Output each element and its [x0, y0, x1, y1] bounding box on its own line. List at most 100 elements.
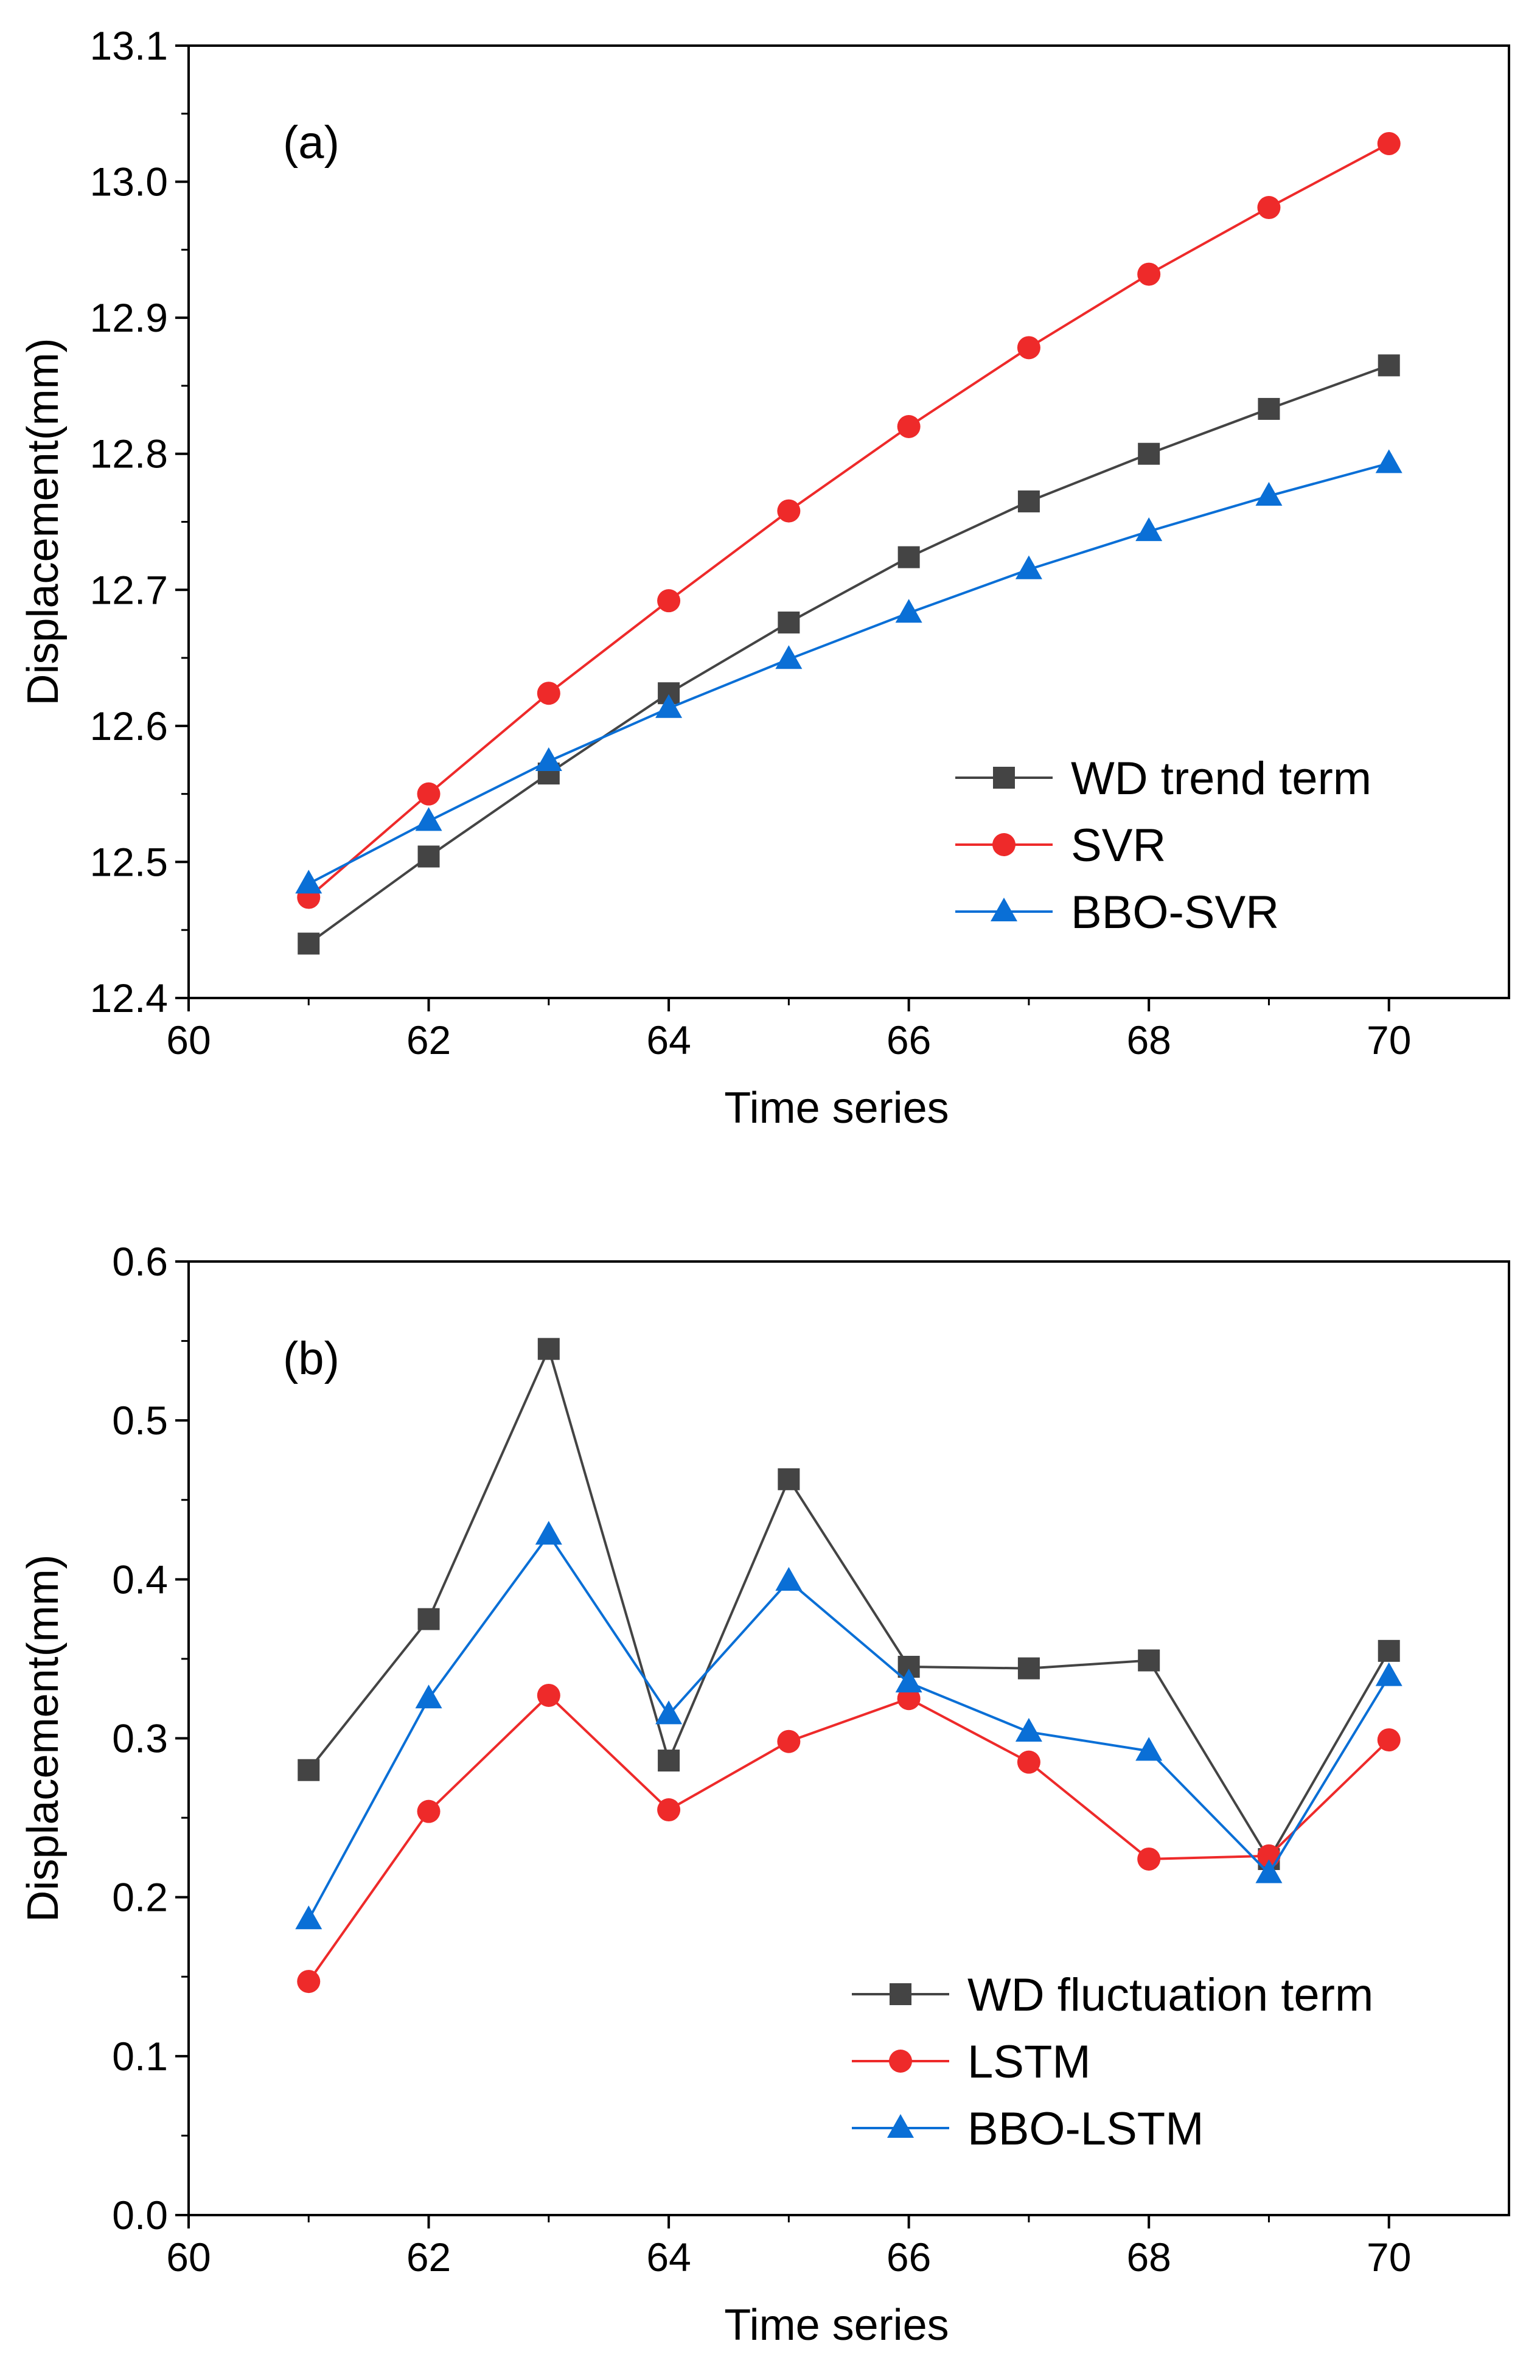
- y-tick-label-a-2: 12.6: [90, 703, 168, 749]
- data-point-b-1-6: [1017, 1750, 1040, 1774]
- x-tick-label-a-3: 66: [887, 1017, 931, 1063]
- legend-item-b-1: LSTM: [852, 2036, 1091, 2088]
- data-point-a-0-6: [1017, 490, 1040, 512]
- y-tick-label-a-5: 12.9: [90, 295, 168, 340]
- legend-item-a-2: BBO-SVR: [955, 887, 1279, 938]
- x-tick-label-a-1: 62: [406, 1017, 451, 1063]
- data-point-a-1-2: [537, 682, 560, 705]
- data-point-b-1-2: [537, 1683, 560, 1707]
- data-point-a-0-8: [1258, 397, 1280, 420]
- legend-marker-b-0: [890, 1983, 911, 2005]
- data-point-b-2-4: [775, 1566, 803, 1591]
- y-axis-title-b: Displacement(mm): [19, 1554, 68, 1922]
- legend-item-b-0: WD fluctuation term: [852, 1969, 1373, 2021]
- data-point-b-2-7: [1135, 1737, 1163, 1761]
- series-line-b-0: [307, 1345, 1390, 1862]
- panel-label-b: (b): [283, 1333, 340, 1384]
- data-point-a-1-1: [417, 782, 441, 806]
- data-point-b-1-7: [1137, 1847, 1161, 1871]
- legend-marker-a-0: [993, 767, 1015, 789]
- legend-label-a-1: SVR: [1071, 820, 1166, 871]
- data-point-a-0-7: [1138, 442, 1160, 465]
- data-point-a-0-0: [298, 932, 320, 955]
- y-tick-label-b-4: 0.4: [112, 1557, 168, 1602]
- legend-marker-b-2: [887, 2114, 914, 2138]
- series-line-a-0: [308, 364, 1390, 945]
- data-point-a-0-9: [1378, 354, 1400, 377]
- y-tick-label-b-5: 0.5: [112, 1398, 168, 1443]
- data-point-b-1-5: [897, 1687, 921, 1711]
- y-tick-label-b-3: 0.3: [112, 1716, 168, 1761]
- data-point-a-2-4: [775, 645, 803, 669]
- y-tick-label-a-0: 12.4: [90, 975, 168, 1021]
- y-tick-label-a-7: 13.1: [90, 23, 168, 68]
- data-point-b-0-2: [537, 1338, 560, 1360]
- data-point-b-0-6: [1017, 1657, 1040, 1680]
- chart-panel-a: 60 62 64 66 68 70 12.4 12.5 12.6 12.7 12.8 12.9 13.0…: [19, 23, 1510, 1132]
- data-point-a-2-0: [295, 870, 322, 894]
- data-point-a-1-8: [1257, 196, 1281, 220]
- legend-marker-b-1: [889, 2050, 912, 2073]
- series-a-0: [298, 354, 1400, 955]
- x-tick-label-b-4: 68: [1126, 2235, 1171, 2280]
- x-tick-label-b-5: 70: [1367, 2235, 1411, 2280]
- data-point-b-2-0: [295, 1905, 322, 1930]
- data-point-b-1-0: [297, 1970, 321, 1994]
- chart-panel-b: 60 62 64 66 68 70 0.0 0.1 0.2 0.3 0.4 0.5 0.6 (b) Ti…: [19, 1239, 1510, 2350]
- data-point-a-1-9: [1377, 131, 1401, 155]
- x-tick-label-b-1: 62: [406, 2235, 451, 2280]
- legend-b: WD fluctuation term LSTM BBO-LSTM: [852, 1969, 1373, 2155]
- x-tick-label-a-4: 68: [1126, 1017, 1171, 1063]
- x-tick-label-a-0: 60: [166, 1017, 211, 1063]
- data-point-a-2-7: [1135, 517, 1163, 542]
- data-point-b-2-6: [1015, 1718, 1042, 1742]
- data-point-a-2-8: [1255, 482, 1283, 506]
- data-point-b-0-4: [778, 1468, 800, 1490]
- y-tick-label-b-2: 0.2: [112, 1875, 168, 1920]
- series-line-a-2: [308, 462, 1390, 885]
- data-point-a-1-3: [657, 589, 681, 613]
- legend-a: WD trend term SVR BBO-SVR: [955, 753, 1371, 938]
- series-line-b-2: [307, 1532, 1390, 1921]
- data-point-b-1-4: [777, 1729, 801, 1753]
- data-point-b-2-1: [415, 1684, 442, 1709]
- x-axis-title-a: Time series: [724, 1084, 949, 1132]
- x-tick-label-a-5: 70: [1367, 1017, 1411, 1063]
- series-b-1: [297, 1683, 1401, 1994]
- y-axis-title-a: Displacement(mm): [19, 338, 68, 705]
- data-point-a-1-5: [897, 415, 921, 438]
- data-point-b-2-9: [1375, 1662, 1402, 1686]
- data-point-b-0-3: [658, 1750, 680, 1772]
- data-point-b-0-0: [298, 1759, 320, 1781]
- legend-marker-a-2: [991, 898, 1017, 921]
- series-b-2: [295, 1521, 1402, 1930]
- y-tick-label-a-1: 12.5: [90, 839, 168, 884]
- series-a-2: [295, 449, 1402, 894]
- x-tick-label-b-2: 64: [646, 2235, 691, 2280]
- data-point-a-0-4: [778, 611, 800, 633]
- x-tick-label-a-2: 64: [646, 1017, 691, 1063]
- x-axis-title-b: Time series: [724, 2301, 949, 2350]
- data-point-b-2-3: [655, 1700, 683, 1725]
- data-point-a-2-9: [1375, 449, 1402, 473]
- legend-item-b-2: BBO-LSTM: [852, 2103, 1204, 2155]
- panel-label-a: (a): [283, 117, 340, 169]
- data-point-b-0-7: [1138, 1649, 1160, 1672]
- data-point-a-1-7: [1137, 262, 1161, 286]
- legend-label-b-2: BBO-LSTM: [967, 2103, 1204, 2155]
- data-point-a-2-2: [535, 747, 562, 771]
- data-point-b-1-1: [417, 1799, 441, 1823]
- y-tick-label-b-6: 0.6: [112, 1239, 168, 1284]
- legend-label-b-1: LSTM: [967, 2036, 1091, 2088]
- legend-item-a-1: SVR: [955, 820, 1166, 871]
- legend-label-a-2: BBO-SVR: [1071, 887, 1279, 938]
- data-point-b-1-9: [1377, 1728, 1401, 1752]
- data-point-a-2-5: [895, 599, 922, 623]
- data-point-b-1-3: [657, 1798, 681, 1822]
- plot-frame-b: [187, 1260, 1510, 2216]
- legend-item-a-0: WD trend term: [955, 753, 1371, 804]
- data-point-a-1-6: [1017, 336, 1040, 360]
- data-point-b-2-8: [1255, 1859, 1283, 1883]
- series-line-a-1: [307, 142, 1390, 899]
